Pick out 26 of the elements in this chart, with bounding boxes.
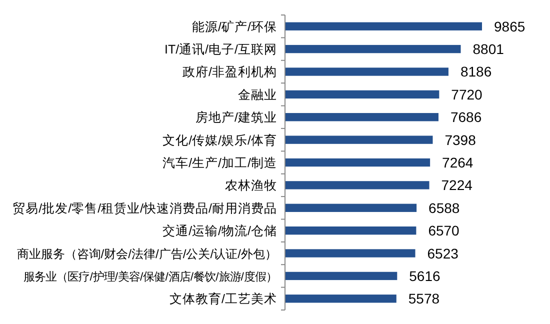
data-label: 6588 bbox=[428, 200, 460, 216]
y-tick-label: 贸易/批发/零售/租赁业/快速消费品/耐用消费品 bbox=[12, 201, 277, 216]
y-tick-label: 交通/运输/物流/仓储 bbox=[162, 223, 277, 238]
y-tick-label: 能源/矿产/环保 bbox=[192, 20, 277, 34]
y-tick-label: 文体教育/工艺美术 bbox=[170, 291, 277, 306]
data-label: 6523 bbox=[427, 245, 459, 262]
data-label: 7720 bbox=[451, 86, 483, 102]
data-label: 7224 bbox=[441, 177, 473, 194]
data-label: 8801 bbox=[472, 41, 504, 58]
y-tick-label: IT/通讯/电子/互联网 bbox=[164, 42, 277, 57]
data-label: 8186 bbox=[460, 64, 492, 80]
data-label: 7398 bbox=[444, 132, 476, 148]
y-tick-label: 农林渔牧 bbox=[225, 178, 277, 193]
y-tick-label: 文化/传媒/娱乐/体育 bbox=[162, 132, 277, 148]
y-tick-label: 房地产/建筑业 bbox=[196, 110, 277, 125]
data-label: 7686 bbox=[450, 109, 482, 126]
y-tick-label: 商业服务（咨询/财会/法律/广告/公关/认证/外包） bbox=[16, 246, 277, 261]
data-label: 5616 bbox=[409, 268, 441, 284]
y-tick-label: 汽车/生产/加工/制造 bbox=[162, 156, 277, 170]
data-label: 6570 bbox=[428, 222, 460, 239]
y-tick-label: 政府/非盈利机构 bbox=[182, 64, 277, 80]
data-label: 7264 bbox=[442, 154, 474, 170]
data-label: 5578 bbox=[408, 290, 440, 307]
y-tick-label: 服务业（医疗/护理/美容/保健/酒店/餐饮/旅游/度假） bbox=[24, 270, 277, 284]
y-tick-label: 金融业 bbox=[238, 88, 277, 102]
data-label: 9865 bbox=[494, 18, 526, 34]
